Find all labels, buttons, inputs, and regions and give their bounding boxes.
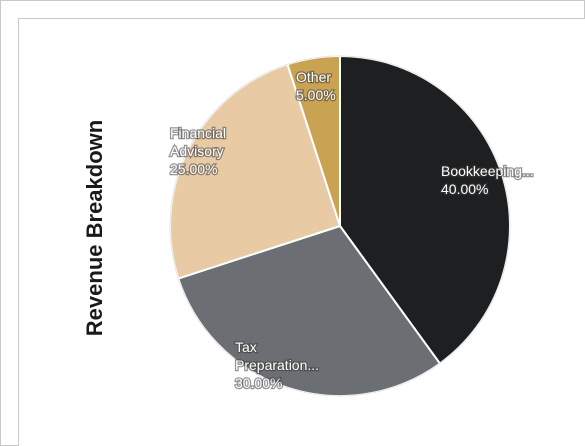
slice-label-2: Tax Preparation... 30.00%: [235, 339, 319, 391]
pie-slices: [169, 54, 511, 397]
pie-labels: Bookkeeping... 40.00% Tax Preparation... 30.…: [169, 68, 535, 393]
slice-label-3: Financial Advisory 25.00%: [170, 125, 226, 177]
slice-label-4: Other 5.00%: [296, 69, 336, 103]
slice-label-1: Bookkeeping... 40.00%: [441, 163, 534, 197]
pie-outline: [169, 55, 511, 397]
